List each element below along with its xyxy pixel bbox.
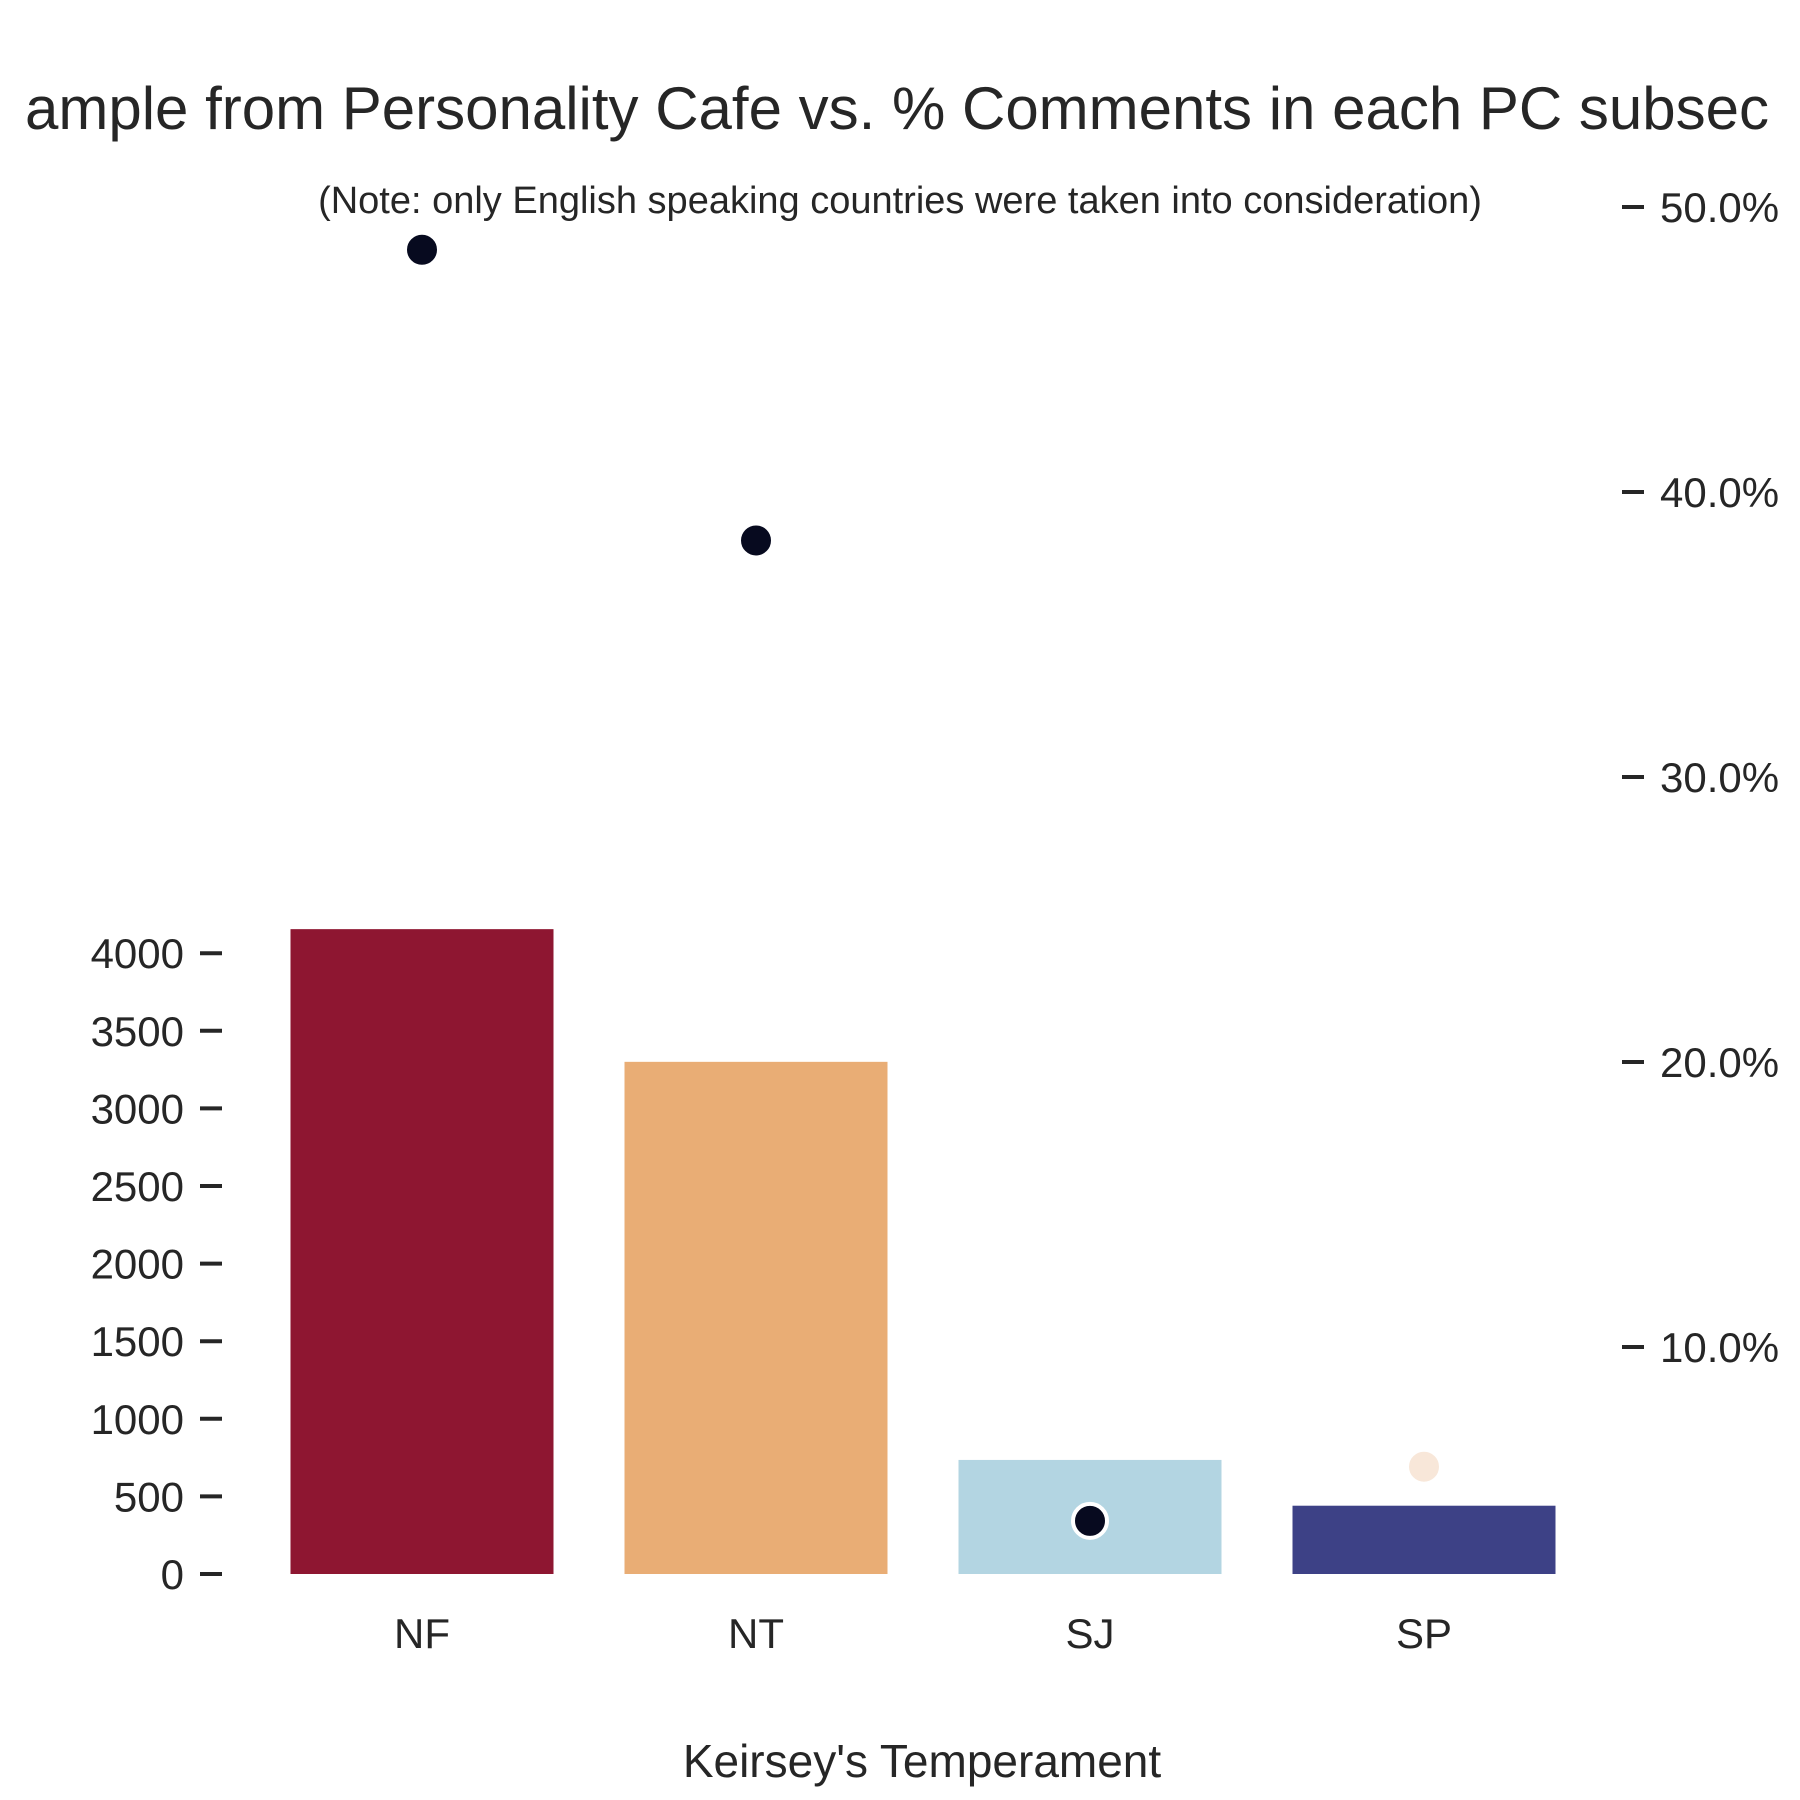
y-tick-label: 3000 bbox=[91, 1085, 184, 1132]
chart-title: ample from Personality Cafe vs. % Commen… bbox=[25, 75, 1769, 142]
x-tick-label: SJ bbox=[1065, 1610, 1114, 1657]
point-sp bbox=[1405, 1447, 1443, 1486]
y-axis-left: 0 500 1000 1500 2000 2500 3000 3500 4000 bbox=[91, 930, 222, 1598]
bar-nt bbox=[624, 1061, 888, 1574]
y-tick-label: 3500 bbox=[91, 1008, 184, 1055]
overlay-points bbox=[403, 230, 1443, 1540]
y-tick-label: 2500 bbox=[91, 1163, 184, 1210]
chart-subtitle: (Note: only English speaking countries w… bbox=[318, 180, 1482, 222]
bar-sp bbox=[1292, 1505, 1556, 1574]
right-tick-label: 10.0% bbox=[1660, 1324, 1779, 1371]
y-tick-label: 0 bbox=[161, 1551, 184, 1598]
bar-nf bbox=[290, 929, 554, 1574]
x-tick-label: NF bbox=[394, 1610, 450, 1657]
point-nf bbox=[403, 230, 441, 269]
bars bbox=[290, 929, 1556, 1574]
x-axis-label: Keirsey's Temperament bbox=[683, 1735, 1162, 1787]
y-tick-label: 1000 bbox=[91, 1396, 184, 1443]
right-tick-label: 40.0% bbox=[1660, 469, 1779, 516]
right-tick-label: 20.0% bbox=[1660, 1039, 1779, 1086]
x-axis: NF NT SJ SP bbox=[394, 1610, 1452, 1657]
x-tick-label: SP bbox=[1396, 1610, 1452, 1657]
right-tick-label: 30.0% bbox=[1660, 754, 1779, 801]
y-tick-label: 2000 bbox=[91, 1241, 184, 1288]
point-nt bbox=[737, 521, 775, 560]
point-sj bbox=[1071, 1501, 1109, 1540]
y-tick-label: 1500 bbox=[91, 1318, 184, 1365]
y-tick-label: 500 bbox=[114, 1473, 184, 1520]
x-tick-label: NT bbox=[728, 1610, 784, 1657]
y-axis-right: 10.0% 20.0% 30.0% 40.0% 50.0% bbox=[1622, 184, 1779, 1371]
y-tick-label: 4000 bbox=[91, 930, 184, 977]
right-tick-label: 50.0% bbox=[1660, 184, 1779, 231]
